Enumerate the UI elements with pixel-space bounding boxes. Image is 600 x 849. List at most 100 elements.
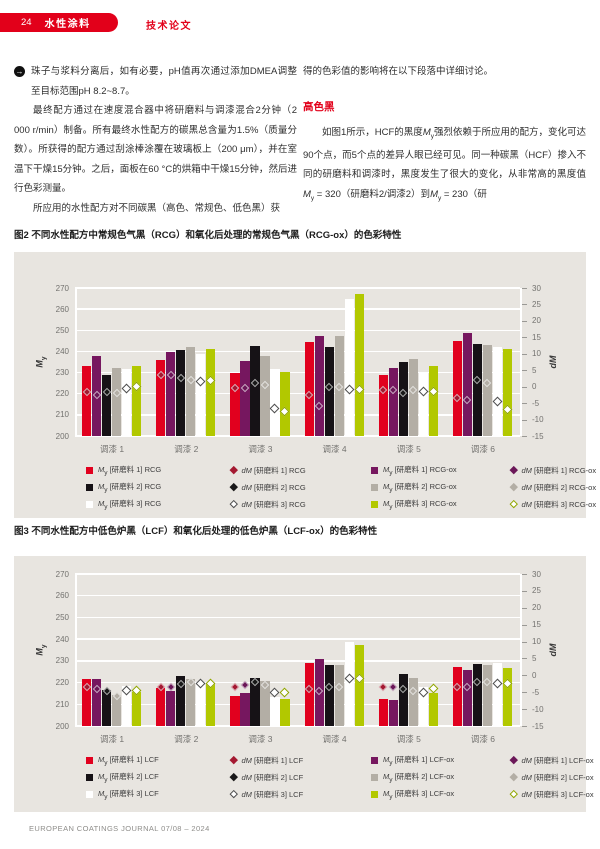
legend-label: My [研磨料 2] LCF — [98, 771, 159, 784]
figure3-chart: 270 260 250 240 230 220 210 200 30 25 20 15 10 5 0 -5 -1… — [14, 556, 594, 812]
bar — [82, 366, 92, 436]
bar — [112, 694, 122, 726]
legend-square-swatch — [371, 773, 378, 781]
bar — [472, 664, 483, 726]
legend-square-swatch — [371, 500, 378, 508]
right-tick-mark — [522, 353, 527, 355]
legend-label: dM [研磨料 1] RCG-ox — [521, 465, 597, 475]
section-title: 水性涂料 — [44, 19, 91, 30]
bar — [260, 355, 270, 436]
right-axis-tick-label: 25 — [532, 299, 541, 309]
right-axis-tick-label: 25 — [532, 586, 541, 596]
legend-square-swatch — [86, 773, 93, 781]
legend-diamond-swatch — [229, 500, 238, 508]
legend-square-swatch — [371, 466, 378, 474]
bar — [408, 678, 418, 726]
right-tick-mark — [522, 370, 527, 372]
right-axis-tick-label: 10 — [532, 349, 541, 359]
bar — [122, 685, 132, 726]
category-label: 调漆 3 — [248, 734, 273, 744]
legend-diamond-swatch — [229, 483, 238, 491]
legend-diamond-swatch — [229, 466, 238, 474]
dM-marker — [280, 687, 290, 698]
bar — [398, 673, 408, 726]
legend-label: dM [研磨料 2] LCF-ox — [521, 772, 594, 782]
legend-label: My [研磨料 2] RCG — [98, 481, 162, 494]
y-axis-tick-label: 250 — [55, 325, 69, 335]
bar — [270, 369, 280, 436]
paragraph: 所应用的水性配方对不同碳黑（高色、常规色、低色黑）获 — [33, 202, 281, 214]
legend-item: My [研磨料 2] LCF — [86, 771, 159, 784]
grid-line — [75, 594, 520, 597]
category-label: 调漆 1 — [100, 444, 125, 454]
right-axis-tick-label: -5 — [532, 687, 540, 697]
bar — [206, 682, 216, 726]
dM-marker — [379, 682, 388, 692]
paragraph-text: 珠子与浆料分离后，如有必要，pH值再次通过添加DMEA调整至目标范围pH 8.2… — [31, 66, 297, 97]
bar — [260, 681, 270, 726]
bar — [230, 372, 240, 436]
legend-square-swatch — [86, 790, 93, 798]
legend-item: My [研磨料 2] LCF-ox — [371, 772, 454, 783]
legend-item: My [研磨料 2] RCG — [86, 481, 162, 494]
y-axis-tick-label: 250 — [55, 612, 69, 622]
legend-square-swatch — [86, 483, 93, 491]
subheading-high-color-black: 高色黑 — [303, 100, 335, 113]
category-label: 调漆 2 — [174, 444, 199, 454]
bar — [250, 678, 260, 726]
dM-marker — [230, 682, 240, 692]
bar — [166, 352, 176, 436]
legend-item: My [研磨料 3] LCF-ox — [371, 789, 454, 800]
legend-item: dM [研磨料 2] LCF — [229, 772, 303, 782]
right-axis-tick-label: -5 — [532, 398, 540, 408]
legend-label: My [研磨料 3] RCG-ox — [383, 498, 457, 511]
grid-line — [75, 329, 520, 332]
right-tick-mark — [522, 658, 527, 660]
bar — [462, 333, 473, 436]
grid-line — [75, 681, 520, 684]
legend-square-swatch — [86, 466, 93, 474]
bar — [354, 644, 364, 726]
legend-label: My [研磨料 1] LCF — [98, 754, 159, 767]
right-axis-tick-label: -10 — [532, 704, 544, 714]
bar — [452, 340, 463, 436]
figure2-caption: 图2 不同水性配方中常规色气黑（RCG）和氧化后处理的常规色气黑（RCG-ox）… — [14, 230, 402, 241]
right-tick-mark — [522, 436, 527, 437]
bar — [314, 335, 324, 436]
dM-marker — [166, 682, 176, 692]
bar — [388, 699, 398, 726]
legend-item: dM [研磨料 1] LCF-ox — [509, 755, 594, 765]
legend-label: dM [研磨料 1] LCF-ox — [521, 755, 594, 765]
legend-label: My [研磨料 1] LCF-ox — [383, 754, 455, 767]
bar — [156, 359, 166, 436]
bar — [344, 642, 354, 726]
right-axis-tick-label: 20 — [532, 603, 541, 613]
legend-square-swatch — [371, 483, 378, 491]
legend-label: dM [研磨料 1] LCF — [241, 755, 304, 765]
paragraph: 得的色彩值的影响将在以下段落中详细讨论。 — [303, 66, 494, 77]
right-axis-tick-label: 5 — [532, 653, 537, 663]
paragraph: 最终配方通过在速度混合器中将研磨料与调漆混合2分钟（2 000 r/min）制备… — [14, 105, 297, 194]
grid-line — [75, 287, 520, 289]
grid-line — [75, 638, 520, 640]
bar — [92, 679, 102, 726]
legend-label: dM [研磨料 3] RCG-ox — [521, 499, 597, 509]
bar — [176, 350, 186, 436]
left-column: → 珠子与浆料分离后，如有必要，pH值再次通过添加DMEA调整至目标范围pH 8… — [14, 62, 297, 218]
right-axis-tick-label: 20 — [532, 316, 541, 326]
bar — [378, 374, 388, 436]
legend-diamond-swatch — [229, 790, 238, 798]
y-axis-tick-label: 260 — [55, 591, 69, 601]
bar — [324, 665, 334, 726]
category-label: 调漆 6 — [470, 734, 495, 744]
bar — [280, 698, 290, 726]
bar — [502, 668, 513, 726]
right-tick-mark — [522, 590, 527, 592]
page-number: 24 — [21, 17, 32, 28]
bar — [482, 345, 493, 436]
legend-diamond-swatch — [509, 500, 518, 508]
legend-item: My [研磨料 1] RCG — [86, 465, 161, 476]
bar — [398, 362, 408, 436]
bar — [122, 369, 132, 436]
